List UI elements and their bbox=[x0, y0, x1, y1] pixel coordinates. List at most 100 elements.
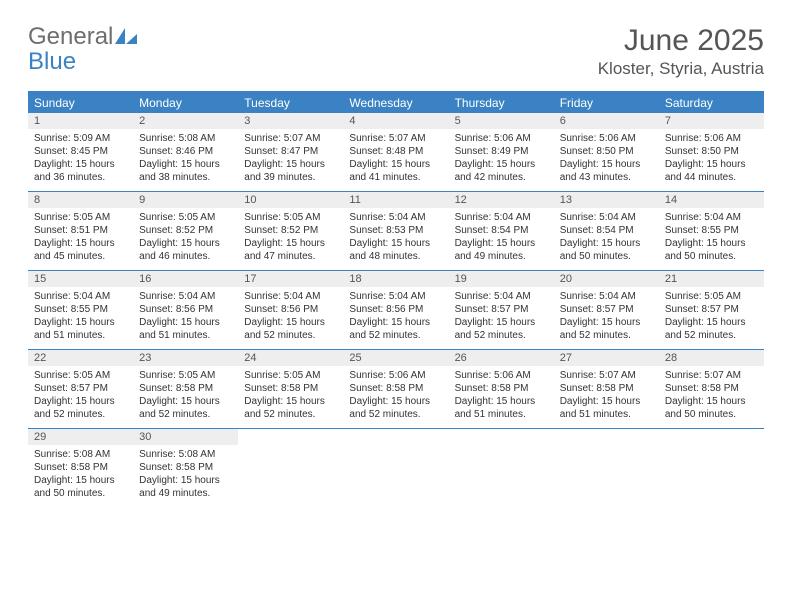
day-cell: 6Sunrise: 5:06 AMSunset: 8:50 PMDaylight… bbox=[554, 113, 659, 191]
day-cell: 18Sunrise: 5:04 AMSunset: 8:56 PMDayligh… bbox=[343, 271, 448, 349]
day-body: Sunrise: 5:05 AMSunset: 8:57 PMDaylight:… bbox=[659, 287, 764, 346]
daylight-text: and 52 minutes. bbox=[349, 329, 442, 342]
sunset-text: Sunset: 8:48 PM bbox=[349, 145, 442, 158]
sunset-text: Sunset: 8:56 PM bbox=[244, 303, 337, 316]
daylight-text: Daylight: 15 hours bbox=[139, 395, 232, 408]
daylight-text: Daylight: 15 hours bbox=[560, 237, 653, 250]
day-body: Sunrise: 5:06 AMSunset: 8:58 PMDaylight:… bbox=[449, 366, 554, 425]
daylight-text: and 50 minutes. bbox=[34, 487, 127, 500]
sunrise-text: Sunrise: 5:04 AM bbox=[560, 290, 653, 303]
day-body: Sunrise: 5:07 AMSunset: 8:48 PMDaylight:… bbox=[343, 129, 448, 188]
day-cell: 9Sunrise: 5:05 AMSunset: 8:52 PMDaylight… bbox=[133, 192, 238, 270]
daylight-text: Daylight: 15 hours bbox=[665, 237, 758, 250]
sunset-text: Sunset: 8:58 PM bbox=[139, 382, 232, 395]
sunset-text: Sunset: 8:55 PM bbox=[665, 224, 758, 237]
week-row: 22Sunrise: 5:05 AMSunset: 8:57 PMDayligh… bbox=[28, 350, 764, 429]
sunrise-text: Sunrise: 5:04 AM bbox=[560, 211, 653, 224]
day-number bbox=[554, 429, 659, 433]
day-body: Sunrise: 5:05 AMSunset: 8:58 PMDaylight:… bbox=[238, 366, 343, 425]
day-number: 6 bbox=[554, 113, 659, 129]
day-number bbox=[659, 429, 764, 433]
day-number: 23 bbox=[133, 350, 238, 366]
day-cell: 20Sunrise: 5:04 AMSunset: 8:57 PMDayligh… bbox=[554, 271, 659, 349]
day-cell bbox=[343, 429, 448, 507]
logo-text: General Blue bbox=[28, 24, 137, 74]
sunrise-text: Sunrise: 5:06 AM bbox=[455, 369, 548, 382]
sunset-text: Sunset: 8:58 PM bbox=[139, 461, 232, 474]
day-number: 11 bbox=[343, 192, 448, 208]
day-body: Sunrise: 5:08 AMSunset: 8:46 PMDaylight:… bbox=[133, 129, 238, 188]
daylight-text: Daylight: 15 hours bbox=[244, 316, 337, 329]
day-number: 21 bbox=[659, 271, 764, 287]
sunset-text: Sunset: 8:57 PM bbox=[34, 382, 127, 395]
daylight-text: Daylight: 15 hours bbox=[349, 395, 442, 408]
daylight-text: Daylight: 15 hours bbox=[139, 316, 232, 329]
daylight-text: Daylight: 15 hours bbox=[455, 237, 548, 250]
daylight-text: and 49 minutes. bbox=[455, 250, 548, 263]
sunset-text: Sunset: 8:56 PM bbox=[349, 303, 442, 316]
title-block: June 2025 Kloster, Styria, Austria bbox=[598, 24, 764, 79]
day-cell: 4Sunrise: 5:07 AMSunset: 8:48 PMDaylight… bbox=[343, 113, 448, 191]
sunrise-text: Sunrise: 5:06 AM bbox=[560, 132, 653, 145]
daylight-text: Daylight: 15 hours bbox=[560, 316, 653, 329]
day-cell: 1Sunrise: 5:09 AMSunset: 8:45 PMDaylight… bbox=[28, 113, 133, 191]
day-cell: 26Sunrise: 5:06 AMSunset: 8:58 PMDayligh… bbox=[449, 350, 554, 428]
day-cell: 21Sunrise: 5:05 AMSunset: 8:57 PMDayligh… bbox=[659, 271, 764, 349]
sunset-text: Sunset: 8:58 PM bbox=[34, 461, 127, 474]
daylight-text: and 50 minutes. bbox=[665, 408, 758, 421]
daylight-text: and 52 minutes. bbox=[244, 408, 337, 421]
sunset-text: Sunset: 8:55 PM bbox=[34, 303, 127, 316]
logo-part1: General bbox=[28, 23, 113, 50]
daylight-text: Daylight: 15 hours bbox=[139, 237, 232, 250]
sunrise-text: Sunrise: 5:06 AM bbox=[349, 369, 442, 382]
daylight-text: and 43 minutes. bbox=[560, 171, 653, 184]
daylight-text: and 51 minutes. bbox=[560, 408, 653, 421]
sunrise-text: Sunrise: 5:05 AM bbox=[34, 211, 127, 224]
sunrise-text: Sunrise: 5:08 AM bbox=[139, 448, 232, 461]
day-number: 18 bbox=[343, 271, 448, 287]
week-row: 8Sunrise: 5:05 AMSunset: 8:51 PMDaylight… bbox=[28, 192, 764, 271]
day-number: 10 bbox=[238, 192, 343, 208]
day-cell: 5Sunrise: 5:06 AMSunset: 8:49 PMDaylight… bbox=[449, 113, 554, 191]
week-row: 1Sunrise: 5:09 AMSunset: 8:45 PMDaylight… bbox=[28, 113, 764, 192]
day-body: Sunrise: 5:04 AMSunset: 8:56 PMDaylight:… bbox=[133, 287, 238, 346]
day-number: 16 bbox=[133, 271, 238, 287]
day-cell: 14Sunrise: 5:04 AMSunset: 8:55 PMDayligh… bbox=[659, 192, 764, 270]
daylight-text: Daylight: 15 hours bbox=[34, 158, 127, 171]
day-cell: 13Sunrise: 5:04 AMSunset: 8:54 PMDayligh… bbox=[554, 192, 659, 270]
sunrise-text: Sunrise: 5:04 AM bbox=[244, 290, 337, 303]
day-number: 24 bbox=[238, 350, 343, 366]
day-cell bbox=[659, 429, 764, 507]
sunset-text: Sunset: 8:53 PM bbox=[349, 224, 442, 237]
sunset-text: Sunset: 8:56 PM bbox=[139, 303, 232, 316]
daylight-text: Daylight: 15 hours bbox=[244, 395, 337, 408]
sunrise-text: Sunrise: 5:05 AM bbox=[139, 211, 232, 224]
day-cell: 28Sunrise: 5:07 AMSunset: 8:58 PMDayligh… bbox=[659, 350, 764, 428]
day-body: Sunrise: 5:07 AMSunset: 8:58 PMDaylight:… bbox=[659, 366, 764, 425]
day-body: Sunrise: 5:09 AMSunset: 8:45 PMDaylight:… bbox=[28, 129, 133, 188]
day-number bbox=[449, 429, 554, 433]
sunrise-text: Sunrise: 5:05 AM bbox=[34, 369, 127, 382]
sunrise-text: Sunrise: 5:08 AM bbox=[139, 132, 232, 145]
sunset-text: Sunset: 8:54 PM bbox=[455, 224, 548, 237]
sunrise-text: Sunrise: 5:04 AM bbox=[139, 290, 232, 303]
daylight-text: and 52 minutes. bbox=[455, 329, 548, 342]
day-body: Sunrise: 5:04 AMSunset: 8:56 PMDaylight:… bbox=[343, 287, 448, 346]
day-number: 12 bbox=[449, 192, 554, 208]
day-number: 9 bbox=[133, 192, 238, 208]
week-row: 15Sunrise: 5:04 AMSunset: 8:55 PMDayligh… bbox=[28, 271, 764, 350]
day-cell: 24Sunrise: 5:05 AMSunset: 8:58 PMDayligh… bbox=[238, 350, 343, 428]
daylight-text: and 41 minutes. bbox=[349, 171, 442, 184]
daylight-text: Daylight: 15 hours bbox=[560, 158, 653, 171]
day-header-sat: Saturday bbox=[659, 93, 764, 113]
day-body: Sunrise: 5:04 AMSunset: 8:57 PMDaylight:… bbox=[449, 287, 554, 346]
day-number bbox=[238, 429, 343, 433]
header: General Blue June 2025 Kloster, Styria, … bbox=[28, 24, 764, 79]
daylight-text: and 39 minutes. bbox=[244, 171, 337, 184]
daylight-text: Daylight: 15 hours bbox=[244, 237, 337, 250]
day-number: 13 bbox=[554, 192, 659, 208]
daylight-text: and 52 minutes. bbox=[560, 329, 653, 342]
daylight-text: and 50 minutes. bbox=[560, 250, 653, 263]
day-body: Sunrise: 5:08 AMSunset: 8:58 PMDaylight:… bbox=[28, 445, 133, 504]
logo: General Blue bbox=[28, 24, 137, 74]
